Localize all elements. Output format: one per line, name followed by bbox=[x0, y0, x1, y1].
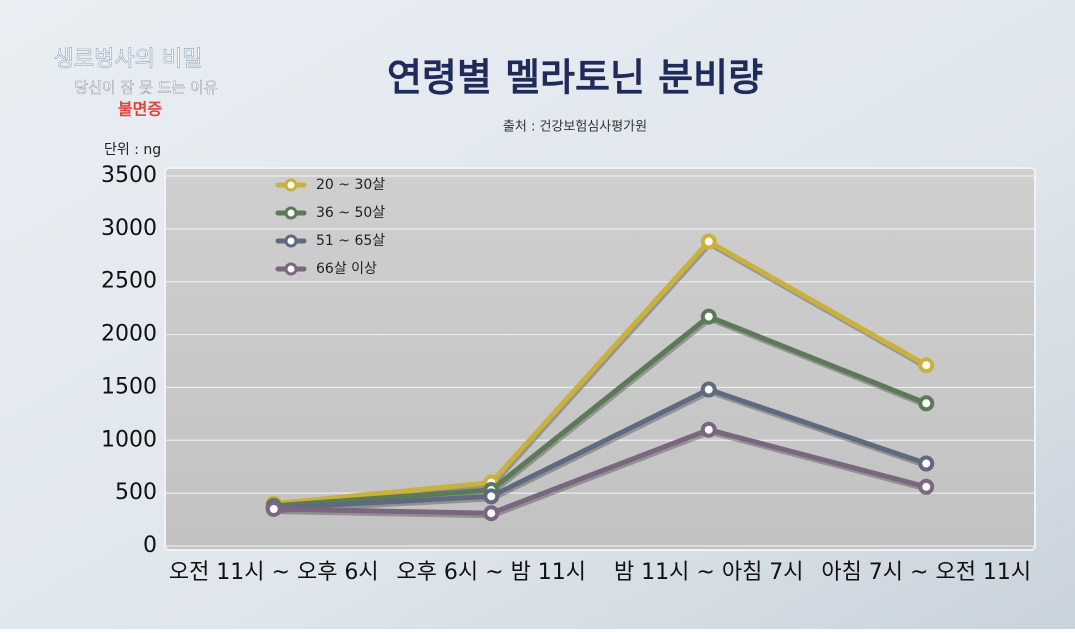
program-logo: 생로병사의 비밀 bbox=[54, 47, 203, 72]
y-tick-label: 0 bbox=[143, 533, 157, 558]
data-point bbox=[918, 455, 935, 472]
data-point bbox=[700, 233, 717, 250]
chart-subtitle: 출처 : 건강보험심사평가원 bbox=[503, 120, 647, 135]
series-line bbox=[273, 427, 927, 516]
data-point bbox=[918, 478, 935, 495]
y-tick-label: 3000 bbox=[101, 216, 157, 241]
data-point bbox=[483, 488, 500, 505]
legend-label: 36 ~ 50살 bbox=[316, 205, 385, 221]
y-tick-label: 2000 bbox=[101, 322, 157, 347]
x-tick-label: 밤 11시 ~ 아침 7시 bbox=[614, 560, 804, 585]
data-point bbox=[700, 421, 717, 438]
data-point bbox=[700, 308, 717, 325]
legend-marker bbox=[284, 206, 298, 220]
data-point bbox=[265, 501, 282, 517]
x-tick-label: 오전 11시 ~ 오후 6시 bbox=[169, 560, 379, 585]
data-point bbox=[700, 381, 717, 398]
y-tick-label: 3500 bbox=[101, 163, 157, 188]
legend-marker bbox=[284, 234, 298, 248]
episode-title: 당신이 잠 못 드는 이유 bbox=[74, 79, 217, 97]
legend-label: 51 ~ 65살 bbox=[316, 233, 385, 249]
x-tick-label: 오후 6시 ~ 밤 11시 bbox=[396, 560, 586, 585]
y-tick-label: 1500 bbox=[101, 374, 157, 399]
data-point bbox=[483, 505, 500, 522]
legend-marker bbox=[284, 178, 298, 192]
y-tick-label: 500 bbox=[115, 480, 157, 505]
data-point bbox=[918, 357, 935, 374]
series-line bbox=[273, 387, 928, 511]
x-tick-label: 아침 7시 ~ 오전 11시 bbox=[821, 560, 1031, 585]
series-line bbox=[273, 314, 928, 509]
chart-title: 연령별 멜라토닌 분비량 bbox=[387, 56, 763, 100]
legend-label: 20 ~ 30살 bbox=[316, 177, 385, 193]
legend-label: 66살 이상 bbox=[316, 261, 377, 277]
unit-label: 단위 : ng bbox=[104, 142, 161, 158]
data-point bbox=[918, 395, 935, 412]
y-tick-label: 2500 bbox=[101, 269, 157, 294]
series-line bbox=[273, 239, 928, 507]
episode-topic: 불면증 bbox=[118, 100, 162, 119]
legend-marker bbox=[284, 262, 298, 276]
y-tick-label: 1000 bbox=[101, 427, 157, 452]
